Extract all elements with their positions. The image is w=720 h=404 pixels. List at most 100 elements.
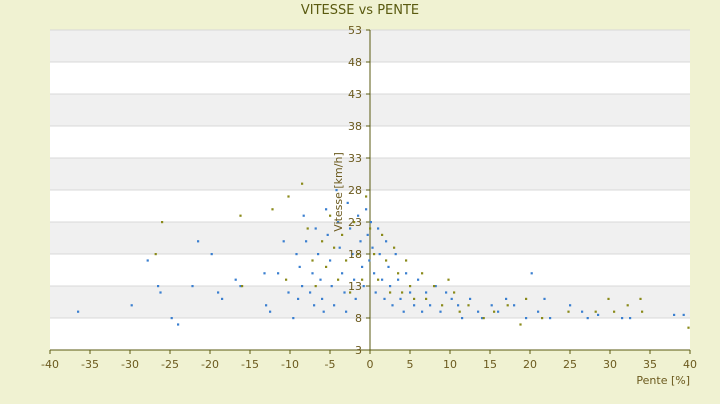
data-point <box>490 304 493 307</box>
y-tick-label: 53 <box>348 24 362 37</box>
axes <box>49 29 691 354</box>
data-point <box>687 326 690 329</box>
data-points <box>77 182 690 329</box>
data-point <box>329 259 332 262</box>
data-point <box>594 310 597 313</box>
data-point <box>210 253 213 256</box>
data-point <box>345 259 348 262</box>
data-point <box>269 310 272 313</box>
data-point <box>405 259 408 262</box>
data-point <box>326 233 329 236</box>
data-point <box>409 285 412 288</box>
data-point <box>341 272 344 275</box>
data-point <box>629 317 632 320</box>
data-point <box>391 304 394 307</box>
data-point <box>305 240 308 243</box>
data-point <box>359 240 362 243</box>
y-tick-label: 33 <box>348 152 362 165</box>
data-point <box>77 310 80 313</box>
y-tick-label: 28 <box>348 184 362 197</box>
data-point <box>335 189 338 192</box>
x-tick-label: -40 <box>41 358 59 371</box>
data-point <box>467 304 470 307</box>
data-point <box>497 310 500 313</box>
data-point <box>239 214 242 217</box>
data-point <box>434 285 437 288</box>
data-point <box>399 297 402 300</box>
data-point <box>301 182 304 185</box>
data-point <box>157 285 160 288</box>
data-point <box>337 278 340 281</box>
y-tick-label: 48 <box>348 56 362 69</box>
data-point <box>341 233 344 236</box>
data-point <box>361 278 364 281</box>
data-point <box>369 221 372 224</box>
data-point <box>621 317 624 320</box>
data-point <box>450 297 453 300</box>
x-tick-label: -20 <box>201 358 219 371</box>
data-point <box>505 297 508 300</box>
data-point <box>389 285 392 288</box>
x-tick-label: 25 <box>563 358 577 371</box>
data-point <box>493 310 496 313</box>
data-point <box>314 285 317 288</box>
data-point <box>319 278 322 281</box>
data-point <box>321 240 324 243</box>
data-point <box>285 278 288 281</box>
data-point <box>368 259 371 262</box>
data-point <box>345 310 348 313</box>
x-tick-label: 15 <box>483 358 497 371</box>
data-point <box>343 291 346 294</box>
data-point <box>458 310 461 313</box>
data-point <box>586 317 589 320</box>
data-point <box>330 285 333 288</box>
data-point <box>453 291 456 294</box>
data-point <box>321 297 324 300</box>
data-point <box>333 304 336 307</box>
data-point <box>682 313 685 316</box>
data-point <box>389 291 392 294</box>
y-tick-label: 43 <box>348 88 362 101</box>
data-point <box>301 285 304 288</box>
data-point <box>241 285 244 288</box>
data-point <box>457 304 460 307</box>
data-point <box>381 233 384 236</box>
data-point <box>597 313 600 316</box>
data-point <box>161 221 164 224</box>
y-tick-label: 3 <box>355 344 362 357</box>
data-point <box>338 246 341 249</box>
data-point <box>365 195 368 198</box>
data-point <box>413 304 416 307</box>
x-tick-label: -10 <box>281 358 299 371</box>
data-point <box>425 291 428 294</box>
data-point <box>325 208 328 211</box>
data-point <box>409 291 412 294</box>
tick-labels: -40 -35 -30 -25 -20 -15 -10 -5 0 5 10 15 20 25 30 35 40 3… <box>41 24 697 371</box>
data-point <box>549 317 552 320</box>
data-point <box>421 310 424 313</box>
y-axis-label: Vitesse [km/h] <box>332 152 345 232</box>
data-point <box>298 265 301 268</box>
data-point <box>469 297 472 300</box>
x-tick-label: 40 <box>683 358 697 371</box>
x-tick-label: 30 <box>603 358 617 371</box>
data-point <box>397 278 400 281</box>
data-point <box>413 297 416 300</box>
data-point <box>302 214 305 217</box>
data-point <box>525 297 528 300</box>
data-point <box>353 278 356 281</box>
data-point <box>543 297 546 300</box>
data-point <box>581 310 584 313</box>
data-point <box>482 317 485 320</box>
data-point <box>481 317 484 320</box>
data-point <box>322 310 325 313</box>
data-point <box>295 253 298 256</box>
chart-title: VITESSE vs PENTE <box>301 3 419 18</box>
data-point <box>271 208 274 211</box>
data-point <box>607 297 610 300</box>
data-point <box>461 317 464 320</box>
x-tick-label: -35 <box>81 358 99 371</box>
data-point <box>447 278 450 281</box>
data-point <box>282 240 285 243</box>
